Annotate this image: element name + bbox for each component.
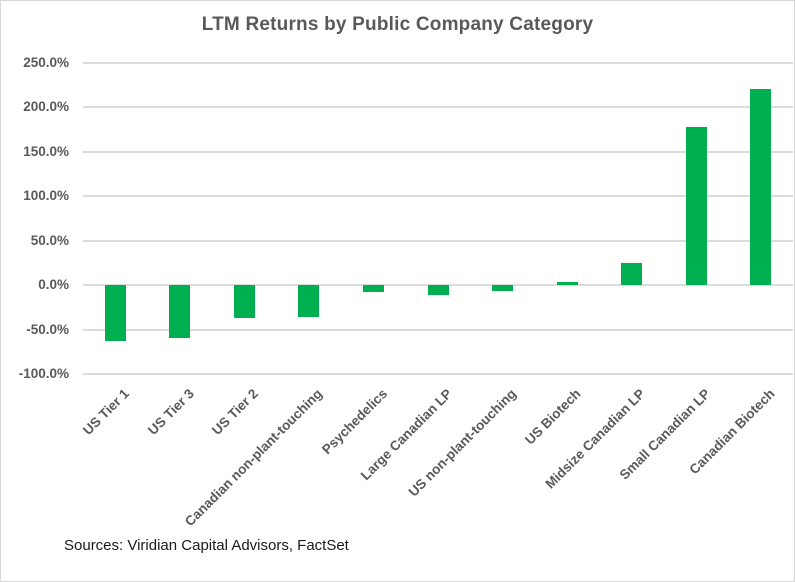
- gridline: [83, 195, 793, 198]
- gridline: [83, 239, 793, 242]
- gridline: [83, 373, 793, 375]
- x-axis-category-label: Psychedelics: [318, 386, 391, 458]
- y-axis-tick-label: 100.0%: [23, 188, 69, 204]
- gridline: [83, 328, 793, 331]
- sources-note: Sources: Viridian Capital Advisors, Fact…: [64, 537, 349, 554]
- bar-us-biotech: [556, 281, 578, 286]
- y-axis-tick-label: 50.0%: [30, 232, 69, 248]
- gridline: [83, 106, 793, 109]
- y-axis-tick-label: -100.0%: [18, 366, 69, 381]
- bar-small-canadian-lp: [685, 126, 707, 286]
- x-axis-category-label: Canadian non-plant-touching: [182, 386, 326, 530]
- bar-midsize-canadian-lp: [621, 262, 643, 286]
- x-axis-category-label: US non-plant-touching: [405, 386, 520, 500]
- x-axis-category-label: US Tier 1: [80, 386, 132, 438]
- bar-canadian-non-plant-touching: [298, 285, 320, 318]
- y-axis-tick-label: 0.0%: [38, 277, 69, 293]
- chart-title: LTM Returns by Public Company Category: [201, 14, 594, 35]
- bar-large-canadian-lp: [427, 285, 449, 295]
- bar-canadian-biotech: [750, 88, 772, 286]
- bar-us-tier-3: [169, 285, 191, 339]
- x-axis-category-label: US Tier 3: [144, 386, 197, 438]
- y-axis-tick-label: 150.0%: [23, 143, 69, 159]
- y-axis-tick-label: -50.0%: [26, 321, 69, 337]
- gridline: [83, 150, 793, 153]
- bar-psychedelics: [362, 285, 384, 293]
- bar-us-non-plant-touching: [492, 285, 514, 292]
- gridline: [83, 62, 793, 64]
- plot-area: 250.0% 200.0% 150.0% 100.0% 50.0% 0.0% -50.0% -…: [19, 55, 793, 529]
- bar-us-tier-1: [104, 285, 126, 342]
- x-axis-category-label: US Biotech: [522, 386, 584, 448]
- bar-us-tier-2: [233, 285, 255, 319]
- x-axis-category-label: US Tier 2: [209, 386, 261, 438]
- y-axis-tick-label: 200.0%: [23, 99, 69, 115]
- y-axis-tick-label: 250.0%: [23, 55, 69, 70]
